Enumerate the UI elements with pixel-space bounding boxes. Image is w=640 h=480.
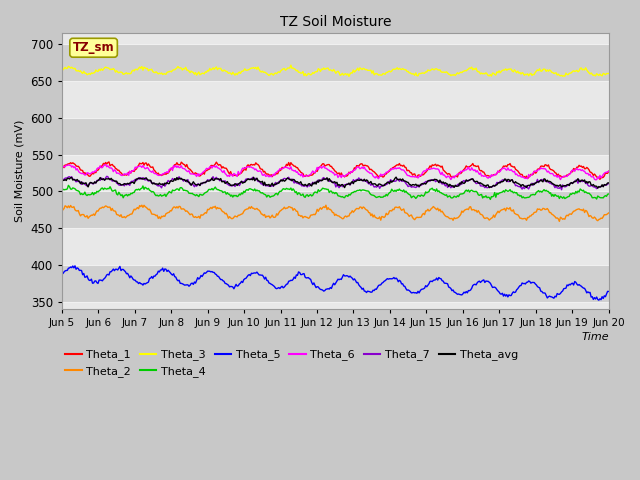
Text: TZ_sm: TZ_sm xyxy=(73,41,115,54)
Legend: Theta_1, Theta_2, Theta_3, Theta_4, Theta_5, Theta_6, Theta_7, Theta_avg: Theta_1, Theta_2, Theta_3, Theta_4, Thet… xyxy=(61,345,522,381)
Bar xyxy=(62,302,609,310)
Bar xyxy=(62,33,609,44)
Title: TZ Soil Moisture: TZ Soil Moisture xyxy=(280,15,391,29)
Bar xyxy=(62,44,609,81)
Bar xyxy=(62,118,609,155)
Y-axis label: Soil Moisture (mV): Soil Moisture (mV) xyxy=(15,120,25,222)
Bar xyxy=(62,81,609,118)
Bar xyxy=(62,155,609,192)
Bar xyxy=(62,265,609,302)
Bar xyxy=(62,228,609,265)
Bar xyxy=(62,192,609,228)
Text: Time: Time xyxy=(581,332,609,342)
